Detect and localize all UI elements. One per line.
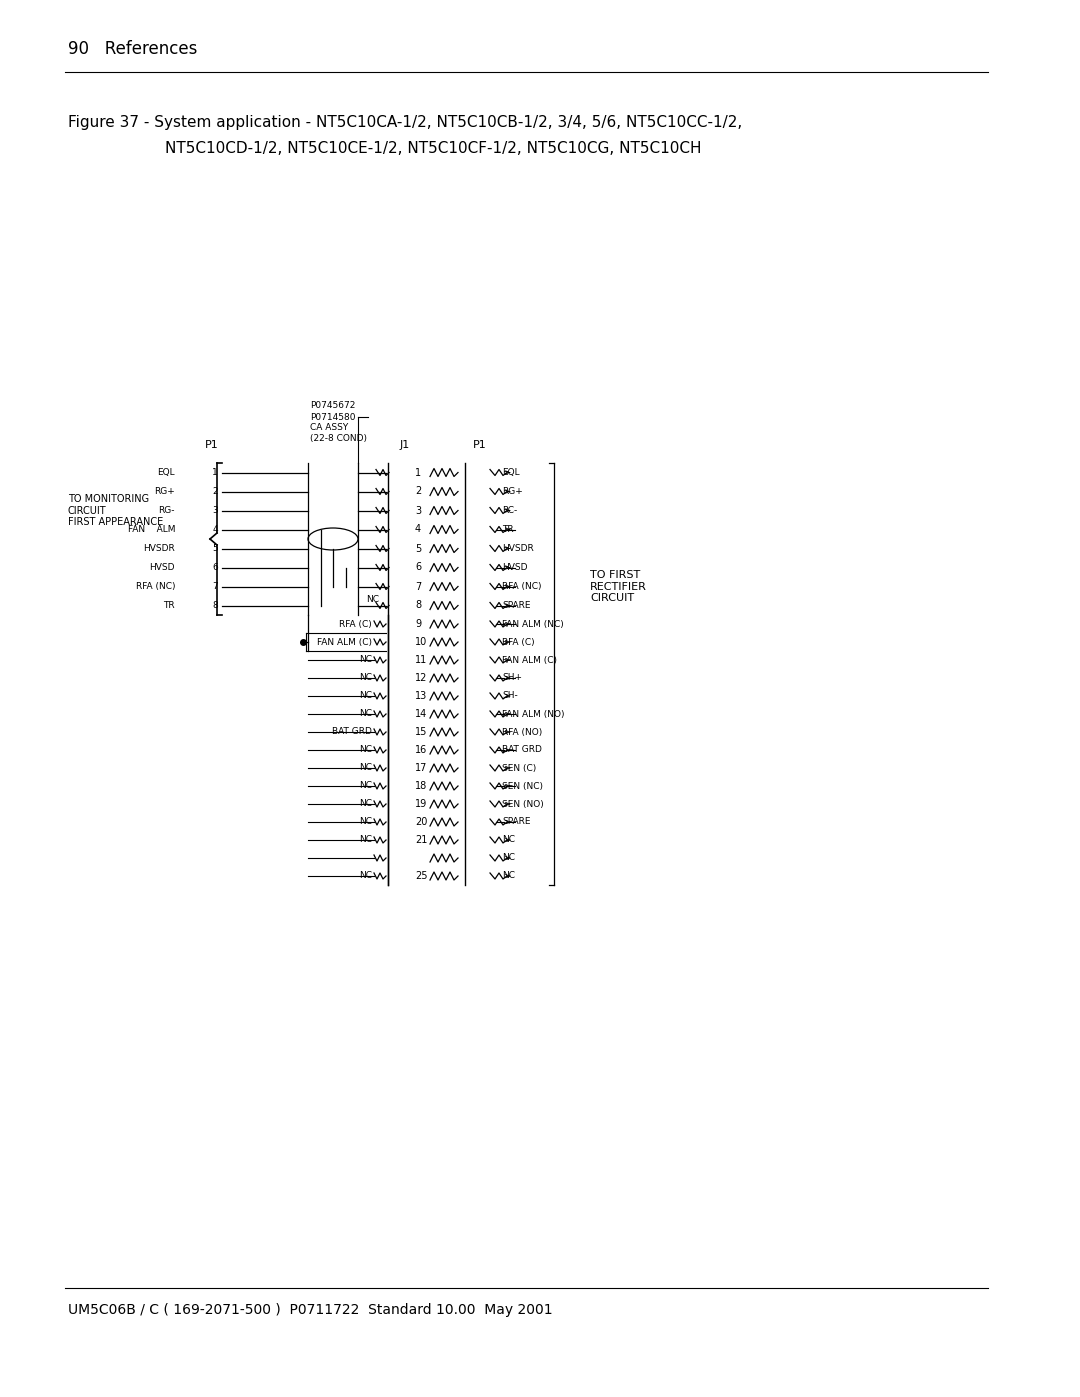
Text: FAN ALM (NC): FAN ALM (NC) xyxy=(502,619,564,629)
Text: P1: P1 xyxy=(205,440,219,450)
Text: NC: NC xyxy=(359,835,372,845)
Text: HVSD: HVSD xyxy=(502,563,527,571)
Text: J1: J1 xyxy=(400,440,410,450)
Text: NC: NC xyxy=(359,673,372,683)
Text: EQL: EQL xyxy=(158,468,175,476)
Text: NC: NC xyxy=(359,764,372,773)
Text: 4: 4 xyxy=(415,524,421,535)
Text: 5: 5 xyxy=(415,543,421,553)
Text: RG-: RG- xyxy=(159,506,175,515)
Text: TO MONITORING
CIRCUIT
FIRST APPEARANCE: TO MONITORING CIRCUIT FIRST APPEARANCE xyxy=(68,495,163,527)
Text: 14: 14 xyxy=(415,710,428,719)
Text: 1: 1 xyxy=(212,468,218,476)
Text: SPARE: SPARE xyxy=(502,601,530,610)
Text: NC: NC xyxy=(359,655,372,665)
Text: FAN ALM (C): FAN ALM (C) xyxy=(318,637,372,647)
Text: BAT GRD: BAT GRD xyxy=(333,728,372,736)
Text: 25: 25 xyxy=(415,870,428,882)
Text: 3: 3 xyxy=(415,506,421,515)
Text: TO FIRST
RECTIFIER
CIRCUIT: TO FIRST RECTIFIER CIRCUIT xyxy=(590,570,647,604)
Text: TR: TR xyxy=(502,525,514,534)
Text: NC: NC xyxy=(366,595,379,604)
Text: 4: 4 xyxy=(212,525,218,534)
Text: 20: 20 xyxy=(415,817,428,827)
Text: NT5C10CD-1/2, NT5C10CE-1/2, NT5C10CF-1/2, NT5C10CG, NT5C10CH: NT5C10CD-1/2, NT5C10CE-1/2, NT5C10CF-1/2… xyxy=(165,141,702,156)
Text: RC-: RC- xyxy=(502,506,517,515)
Text: 7: 7 xyxy=(212,583,218,591)
Text: 16: 16 xyxy=(415,745,428,754)
Text: 9: 9 xyxy=(415,619,421,629)
Text: 3: 3 xyxy=(212,506,218,515)
Text: P0745672: P0745672 xyxy=(310,401,355,411)
Text: 7: 7 xyxy=(415,581,421,591)
Text: 21: 21 xyxy=(415,835,428,845)
Text: SH+: SH+ xyxy=(502,673,522,683)
Text: SEN (NC): SEN (NC) xyxy=(502,781,543,791)
Text: NC: NC xyxy=(359,799,372,809)
Text: 2: 2 xyxy=(415,486,421,496)
Text: 17: 17 xyxy=(415,763,428,773)
Text: NC: NC xyxy=(359,692,372,700)
Text: FAN ALM (C): FAN ALM (C) xyxy=(502,655,557,665)
Text: 11: 11 xyxy=(415,655,428,665)
Text: RFA (C): RFA (C) xyxy=(339,619,372,629)
Text: FAN    ALM: FAN ALM xyxy=(127,525,175,534)
Text: 90   References: 90 References xyxy=(68,41,198,59)
Text: 8: 8 xyxy=(212,601,218,610)
Text: 2: 2 xyxy=(212,488,218,496)
Text: NC: NC xyxy=(502,835,515,845)
Text: FAN ALM (NO): FAN ALM (NO) xyxy=(502,710,565,718)
Text: BAT GRD: BAT GRD xyxy=(502,746,542,754)
Text: 8: 8 xyxy=(415,601,421,610)
Text: NC: NC xyxy=(359,817,372,827)
Text: 1: 1 xyxy=(415,468,421,478)
Text: HVSDR: HVSDR xyxy=(144,543,175,553)
Text: 18: 18 xyxy=(415,781,428,791)
Text: SPARE: SPARE xyxy=(502,817,530,827)
Text: BFA (C): BFA (C) xyxy=(502,637,535,647)
Text: NC: NC xyxy=(359,872,372,880)
Text: 15: 15 xyxy=(415,726,428,738)
Text: RFA (NO): RFA (NO) xyxy=(502,728,542,736)
Text: 10: 10 xyxy=(415,637,428,647)
Text: NC: NC xyxy=(359,746,372,754)
Text: NC: NC xyxy=(502,854,515,862)
Text: SH-: SH- xyxy=(502,692,517,700)
Text: RFA (NC): RFA (NC) xyxy=(135,583,175,591)
Text: SEN (NO): SEN (NO) xyxy=(502,799,543,809)
Text: 5: 5 xyxy=(212,543,218,553)
Text: RG+: RG+ xyxy=(502,488,523,496)
Text: P0714580: P0714580 xyxy=(310,412,355,422)
Text: RG+: RG+ xyxy=(154,488,175,496)
Text: 6: 6 xyxy=(415,563,421,573)
Text: 6: 6 xyxy=(212,563,218,571)
Text: 13: 13 xyxy=(415,692,428,701)
Text: NC: NC xyxy=(359,781,372,791)
Text: UM5C06B / C ( 169-2071-500 )  P0711722  Standard 10.00  May 2001: UM5C06B / C ( 169-2071-500 ) P0711722 St… xyxy=(68,1303,553,1317)
Text: 19: 19 xyxy=(415,799,428,809)
Text: NC: NC xyxy=(502,872,515,880)
Text: (22-8 COND): (22-8 COND) xyxy=(310,434,367,443)
Text: RFA (NC): RFA (NC) xyxy=(502,583,541,591)
Text: CA ASSY: CA ASSY xyxy=(310,423,348,433)
Text: TR: TR xyxy=(163,601,175,610)
Text: 12: 12 xyxy=(415,673,428,683)
Text: EQL: EQL xyxy=(502,468,519,476)
Text: P1: P1 xyxy=(473,440,487,450)
Text: Figure 37 - System application - NT5C10CA-1/2, NT5C10CB-1/2, 3/4, 5/6, NT5C10CC-: Figure 37 - System application - NT5C10C… xyxy=(68,115,742,130)
Text: HVSD: HVSD xyxy=(149,563,175,571)
Text: SEN (C): SEN (C) xyxy=(502,764,537,773)
Text: HVSDR: HVSDR xyxy=(502,543,534,553)
Text: NC: NC xyxy=(359,710,372,718)
